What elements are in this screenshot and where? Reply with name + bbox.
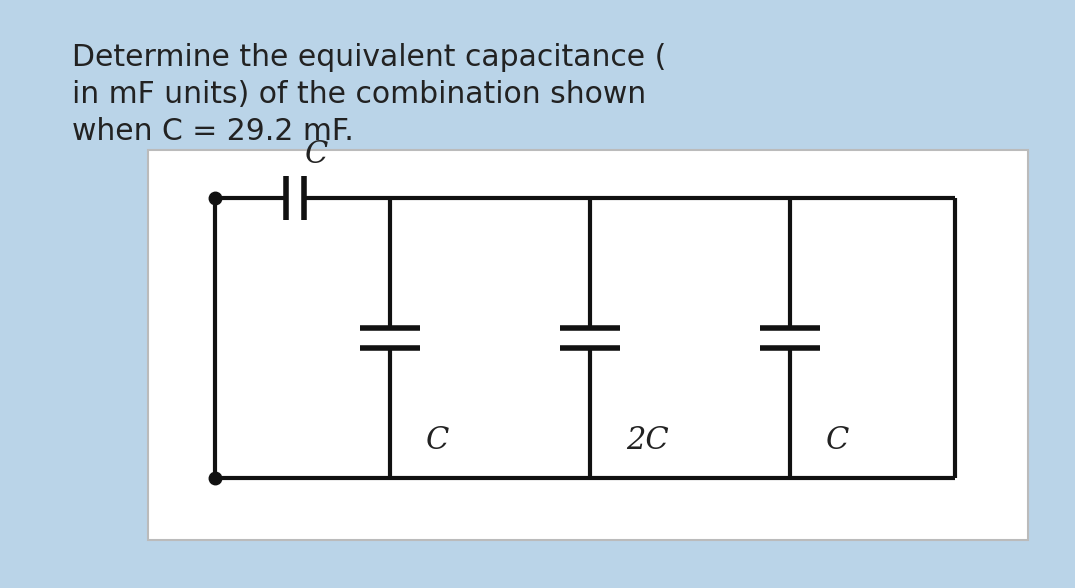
Text: C: C	[426, 425, 449, 456]
Text: 2C: 2C	[626, 425, 669, 456]
Text: Determine the equivalent capacitance (: Determine the equivalent capacitance (	[72, 43, 666, 72]
Text: when C = 29.2 mF.: when C = 29.2 mF.	[72, 117, 354, 146]
Text: C: C	[826, 425, 849, 456]
Text: in mF units) of the combination shown: in mF units) of the combination shown	[72, 80, 646, 109]
Text: C: C	[305, 139, 328, 170]
Bar	[148, 150, 1028, 540]
